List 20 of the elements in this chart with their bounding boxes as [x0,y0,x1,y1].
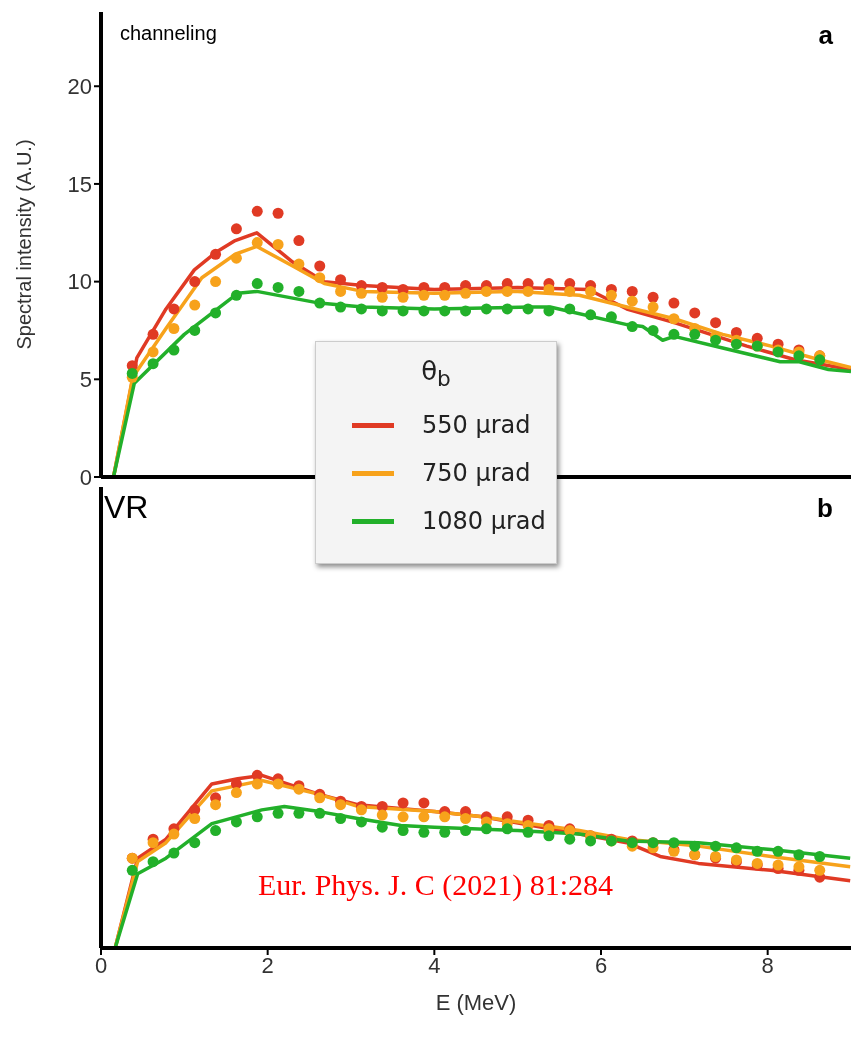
annotation: a [818,20,833,51]
x-tick-label: 8 [761,952,774,978]
y-tick-label: 5 [79,367,92,393]
text: b [817,493,833,524]
text: VR [104,489,149,526]
y-tick-label: 20 [67,74,92,100]
legend-label: 550 μrad [422,411,531,440]
legend-label: 1080 μrad [422,507,546,536]
x-tick-label: 4 [428,952,441,978]
y-tick-label: 15 [67,171,92,197]
legend-label: 750 μrad [422,459,531,488]
y-tick-label: 10 [67,269,92,295]
x-axis-title: E (MeV) [435,990,517,1015]
annotation: channeling [120,22,217,45]
x-tick-label: 2 [261,952,274,978]
annotation: Eur. Phys. J. C (2021) 81:284 [258,868,614,902]
legend-title: θ$_{b}$ [420,356,452,392]
x-tick-label: 6 [594,952,608,978]
y-tick-label: 0 [79,464,92,490]
y-axis-title: Spectral intensity (A.U.) [13,139,36,350]
